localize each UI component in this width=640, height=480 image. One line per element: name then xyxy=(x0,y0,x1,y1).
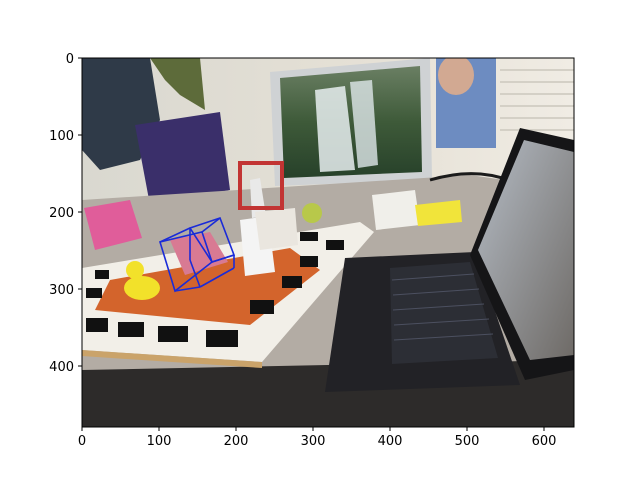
yellow-object xyxy=(415,200,462,226)
keyboard-keys xyxy=(391,273,494,341)
marker xyxy=(250,300,274,314)
x-tick-label: 200 xyxy=(224,434,249,449)
y-tick-label: 200 xyxy=(49,206,74,221)
blue-wireframe-cube xyxy=(158,216,236,293)
waterfall-stream xyxy=(315,86,355,172)
x-axis: 0 100 200 300 400 500 600 xyxy=(78,427,557,449)
x-tick-label: 300 xyxy=(301,434,326,449)
y-axis: 0 100 200 300 400 xyxy=(49,52,82,375)
red-picture-frame xyxy=(238,161,284,210)
x-tick-label: 500 xyxy=(455,434,480,449)
waterfall-stream-2 xyxy=(350,80,378,168)
marker xyxy=(300,232,318,241)
person-head xyxy=(438,58,474,95)
marker xyxy=(86,288,102,298)
rubber-duck-body xyxy=(124,276,160,300)
y-tick-label: 0 xyxy=(66,52,74,67)
marker xyxy=(118,322,144,337)
x-tick-label: 100 xyxy=(147,434,172,449)
x-tick-label: 0 xyxy=(78,434,86,449)
plant-leaves xyxy=(150,58,205,110)
photo xyxy=(82,58,574,427)
pink-box xyxy=(84,200,142,250)
marker xyxy=(86,318,108,332)
marker xyxy=(282,276,302,288)
board-edge-wood xyxy=(82,350,262,368)
marker xyxy=(158,326,188,342)
x-tick-label: 400 xyxy=(378,434,403,449)
purple-bin xyxy=(135,112,230,205)
y-tick-label: 100 xyxy=(49,129,74,144)
marker xyxy=(326,240,344,250)
y-tick-label: 400 xyxy=(49,360,74,375)
marker xyxy=(95,270,109,279)
rubber-duck-head xyxy=(126,261,144,279)
pink-toy xyxy=(170,232,228,275)
white-box xyxy=(372,190,420,230)
window-blinds xyxy=(500,69,574,131)
marker xyxy=(206,330,238,347)
axes-frame xyxy=(81,57,575,428)
y-tick-label: 300 xyxy=(49,283,74,298)
laptop-screen xyxy=(478,140,574,360)
marker xyxy=(300,256,318,267)
white-mug xyxy=(255,208,298,250)
x-tick-label: 600 xyxy=(532,434,557,449)
green-ball xyxy=(302,203,322,223)
